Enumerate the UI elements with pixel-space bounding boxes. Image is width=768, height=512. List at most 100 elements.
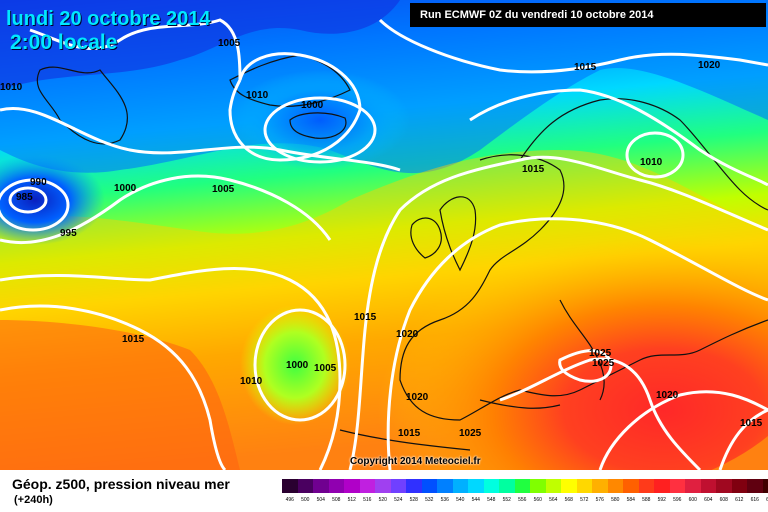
legend-swatch bbox=[545, 479, 561, 493]
legend-swatch bbox=[685, 479, 701, 493]
legend-swatch bbox=[623, 479, 639, 493]
legend-swatch bbox=[282, 479, 298, 493]
legend-label: 524 bbox=[394, 497, 403, 503]
legend-label: 500 bbox=[301, 497, 310, 503]
legend-label: 504 bbox=[316, 497, 325, 503]
map-footer: Géop. z500, pression niveau mer (+240h) … bbox=[0, 470, 768, 512]
isobar-label: 985 bbox=[16, 192, 33, 203]
legend-label: 588 bbox=[642, 497, 651, 503]
isobar-label: 1025 bbox=[589, 348, 612, 359]
legend-swatch bbox=[638, 479, 654, 493]
legend-label: 600 bbox=[688, 497, 697, 503]
legend-swatch bbox=[700, 479, 716, 493]
isobar-label: 1025 bbox=[459, 428, 482, 439]
legend-swatch bbox=[375, 479, 391, 493]
legend-label: 568 bbox=[564, 497, 573, 503]
isobar-label: 990 bbox=[30, 177, 47, 188]
isobar-label: 1025 bbox=[592, 358, 615, 369]
legend-swatch bbox=[297, 479, 313, 493]
legend-label: 584 bbox=[626, 497, 635, 503]
legend-label: 496 bbox=[285, 497, 294, 503]
legend-swatch bbox=[452, 479, 468, 493]
legend-swatch bbox=[313, 479, 329, 493]
forecast-date: lundi 20 octobre 2014 bbox=[6, 8, 211, 30]
legend-label: 548 bbox=[487, 497, 496, 503]
isobar-label: 1010 bbox=[640, 157, 663, 168]
legend-swatch bbox=[483, 479, 499, 493]
isobar-label: 1010 bbox=[240, 376, 263, 387]
isobar-label: 995 bbox=[60, 228, 77, 239]
legend-swatch bbox=[654, 479, 670, 493]
legend-swatch bbox=[669, 479, 685, 493]
legend-label: 520 bbox=[378, 497, 387, 503]
legend-swatch bbox=[747, 479, 763, 493]
legend-swatch bbox=[762, 479, 768, 493]
isobar-label: 1020 bbox=[406, 392, 429, 403]
legend-swatch bbox=[406, 479, 422, 493]
legend-label: 596 bbox=[673, 497, 682, 503]
legend-label: 604 bbox=[704, 497, 713, 503]
forecast-range: (+240h) bbox=[14, 494, 53, 506]
isobar-label: 1000 bbox=[286, 360, 309, 371]
legend-swatch bbox=[731, 479, 747, 493]
legend-label: 612 bbox=[735, 497, 744, 503]
isobar-label: 1020 bbox=[396, 329, 419, 340]
legend-label: 592 bbox=[657, 497, 666, 503]
legend-swatch bbox=[530, 479, 546, 493]
legend-swatch bbox=[716, 479, 732, 493]
legend-label: 552 bbox=[502, 497, 511, 503]
legend-label: 508 bbox=[332, 497, 341, 503]
legend-label: 516 bbox=[363, 497, 372, 503]
legend-swatch bbox=[328, 479, 344, 493]
legend-label: 616 bbox=[750, 497, 759, 503]
isobar-label: 1015 bbox=[522, 164, 545, 175]
legend-swatch bbox=[561, 479, 577, 493]
isobar-label: 1015 bbox=[354, 312, 377, 323]
legend-swatch bbox=[437, 479, 453, 493]
isobar-label: 1000 bbox=[301, 100, 324, 111]
legend-swatch bbox=[592, 479, 608, 493]
legend-label: 512 bbox=[347, 497, 356, 503]
legend-label: 560 bbox=[533, 497, 542, 503]
legend-label: 540 bbox=[456, 497, 465, 503]
legend-label: 580 bbox=[611, 497, 620, 503]
legend-label: 556 bbox=[518, 497, 527, 503]
isobar-label: 1015 bbox=[740, 418, 763, 429]
isobar-label: 1010 bbox=[0, 82, 23, 93]
legend-label: 532 bbox=[425, 497, 434, 503]
legend-label: 608 bbox=[719, 497, 728, 503]
legend-label: 620 bbox=[763, 497, 768, 503]
isobar-label: 1015 bbox=[574, 62, 597, 73]
legend-label: 572 bbox=[580, 497, 589, 503]
legend-swatch bbox=[359, 479, 375, 493]
legend-swatch bbox=[576, 479, 592, 493]
weather-map: lundi 20 octobre 2014 2:00 locale Run EC… bbox=[0, 0, 768, 470]
legend-swatch bbox=[344, 479, 360, 493]
color-scale-labels: 496 500 504 508 512 516 520 524 528 532 536 540 544 5… bbox=[282, 497, 768, 503]
legend-label: 528 bbox=[409, 497, 418, 503]
isobar-label: 1005 bbox=[218, 38, 241, 49]
legend-swatch bbox=[607, 479, 623, 493]
isobar-label: 1020 bbox=[656, 390, 679, 401]
isobar-label: 1005 bbox=[314, 363, 337, 374]
isobar-label: 1015 bbox=[398, 428, 421, 439]
legend-label: 544 bbox=[471, 497, 480, 503]
isobar-label: 1005 bbox=[212, 184, 235, 195]
forecast-time: 2:00 locale bbox=[10, 31, 118, 54]
legend-label: 536 bbox=[440, 497, 449, 503]
legend-label: 564 bbox=[549, 497, 558, 503]
legend-swatch bbox=[514, 479, 530, 493]
legend-swatch bbox=[421, 479, 437, 493]
run-info-banner: Run ECMWF 0Z du vendredi 10 octobre 2014 bbox=[410, 3, 766, 27]
legend-swatch bbox=[468, 479, 484, 493]
legend-swatch bbox=[390, 479, 406, 493]
color-scale-legend bbox=[282, 479, 768, 493]
isobar-label: 1020 bbox=[698, 60, 721, 71]
isobar-label: 1000 bbox=[114, 183, 137, 194]
copyright-text: Copyright 2014 Meteociel.fr bbox=[350, 456, 481, 467]
legend-swatch bbox=[499, 479, 515, 493]
field-title: Géop. z500, pression niveau mer bbox=[12, 476, 230, 492]
isobar-label: 1010 bbox=[246, 90, 269, 101]
geopotential-field bbox=[0, 0, 768, 470]
isobar-label: 1015 bbox=[122, 334, 145, 345]
